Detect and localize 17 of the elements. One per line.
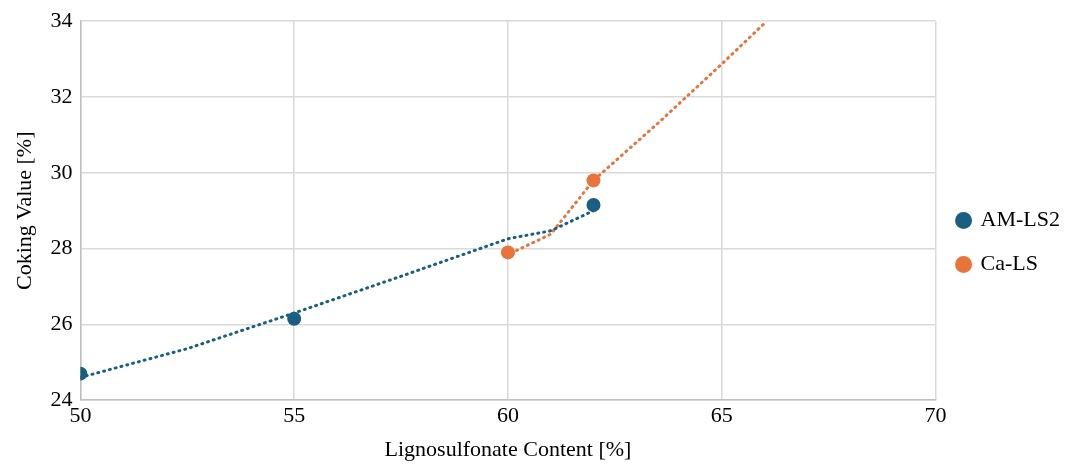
legend-label: Ca-LS [980, 250, 1038, 276]
point [586, 173, 601, 188]
x-tick-label: 65 [710, 402, 733, 428]
y-tick-label: 26 [50, 310, 73, 336]
point [287, 311, 302, 326]
point [586, 198, 601, 213]
y-axis-title: Coking Value [%] [10, 131, 36, 290]
legend-label: AM-LS2 [980, 206, 1060, 232]
x-tick-label: 55 [283, 402, 306, 428]
y-tick-label: 28 [50, 234, 73, 260]
point [500, 245, 515, 260]
y-tick-label: 34 [50, 6, 73, 32]
y-tick-label: 32 [50, 82, 73, 108]
y-tick-label: 30 [50, 158, 73, 184]
x-axis-title: Lignosulfonate Content [%] [384, 435, 632, 461]
x-tick-label: 60 [496, 402, 519, 428]
x-tick-label: 70 [924, 402, 947, 428]
